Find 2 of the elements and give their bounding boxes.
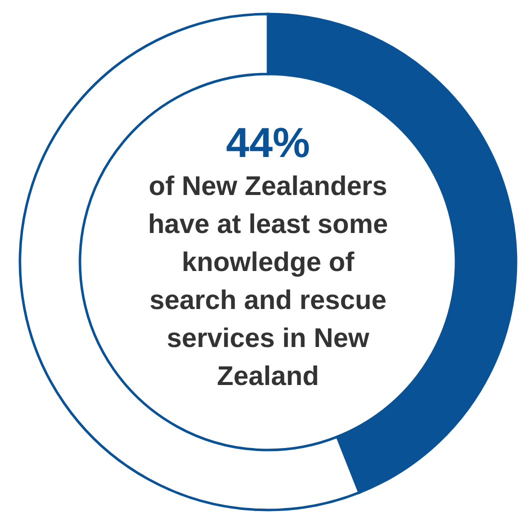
text: of New Zealanders have at least some knowledge of search and rescue services in New Zealand xyxy=(148,171,388,391)
data-label: 44% xyxy=(226,119,310,166)
